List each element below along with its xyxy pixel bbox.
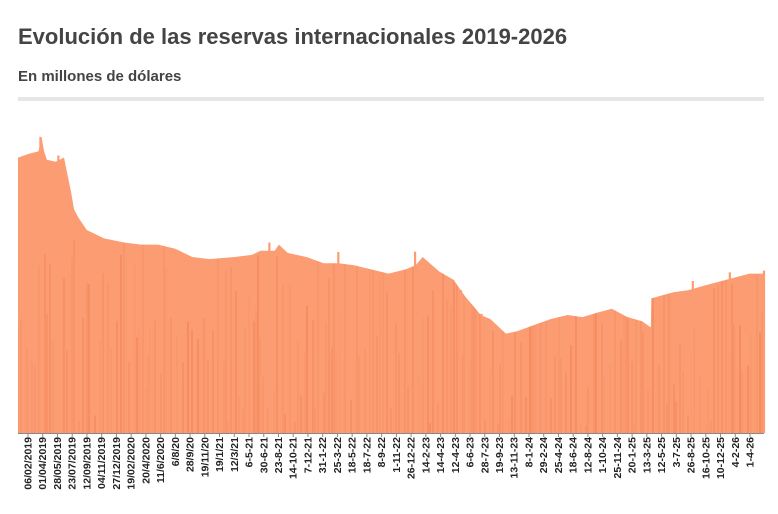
- x-tick-label: 28-7-23: [479, 437, 491, 473]
- x-tick-label: 30-6-21: [258, 437, 270, 473]
- x-tick-label: 27/12/2019: [111, 437, 123, 490]
- x-tick-label: 23-8-21: [273, 437, 285, 473]
- x-tick-label: 25-3-22: [332, 437, 344, 473]
- reserves-area: [18, 136, 764, 433]
- x-tick-label: 6/8/20: [170, 437, 182, 466]
- x-tick-label: 28/9/20: [185, 437, 197, 472]
- x-tick-label: 01/04/2019: [37, 437, 49, 490]
- chart-title: Evolución de las reservas internacionale…: [18, 24, 568, 49]
- x-tick-label: 26-8-25: [686, 437, 698, 473]
- x-tick-label: 25-4-24: [553, 437, 565, 473]
- x-tick-label: 25-11-24: [612, 437, 624, 479]
- x-tick-label: 8-9-22: [376, 437, 388, 468]
- x-tick-label: 14-10-21: [288, 437, 300, 479]
- x-tick-label: 20-1-25: [627, 437, 639, 473]
- x-tick-label: 7-12-21: [303, 437, 315, 473]
- x-tick-label: 13-11-23: [509, 437, 521, 479]
- chart-subtitle: En millones de dólares: [18, 68, 182, 85]
- x-tick-label: 1-4-26: [745, 437, 757, 468]
- x-tick-label: 14-2-23: [420, 437, 432, 473]
- x-tick-label: 28/05/2019: [52, 437, 64, 490]
- x-tick-label: 12-8-24: [582, 437, 594, 473]
- x-tick-label: 13-3-25: [641, 437, 653, 473]
- x-tick-label: 1-10-24: [597, 437, 609, 473]
- x-tick-label: 12/09/2019: [81, 437, 93, 490]
- x-tick-label: 14-4-23: [435, 437, 447, 473]
- x-tick-label: 8-1-24: [524, 437, 536, 468]
- x-tick-label: 16-10-25: [700, 437, 712, 479]
- x-tick-label: 11/6/2020: [155, 437, 167, 483]
- x-tick-label: 12/3/21: [229, 437, 241, 472]
- x-tick-label: 3-7-25: [671, 437, 683, 468]
- x-tick-label: 19/1/21: [214, 437, 226, 472]
- x-tick-label: 20/4/2020: [140, 437, 152, 484]
- x-tick-label: 18-5-22: [347, 437, 359, 473]
- x-tick-label: 19/02/2020: [126, 437, 138, 490]
- x-tick-label: 23/07/2019: [67, 437, 79, 490]
- x-tick-label: 12-4-23: [450, 437, 462, 473]
- x-tick-label: 19/11/20: [199, 437, 211, 477]
- x-tick-label: 12-5-25: [656, 437, 668, 473]
- x-tick-label: 18-7-22: [361, 437, 373, 473]
- x-tick-label: 10-12-25: [715, 437, 727, 479]
- x-tick-label: 06/02/2019: [23, 437, 35, 490]
- x-tick-label: 1-11-22: [391, 437, 403, 473]
- spike-marks: [39, 136, 766, 433]
- x-tick-label: 19-9-23: [494, 437, 506, 473]
- header-divider: [18, 97, 764, 101]
- x-tick-label: 4-2-26: [730, 437, 742, 468]
- x-tick-label: 04/11/2019: [96, 437, 108, 489]
- x-tick-label: 29-2-24: [538, 437, 550, 473]
- x-tick-label: 31-1-22: [317, 437, 329, 473]
- x-tick-label: 18-6-24: [568, 437, 580, 473]
- x-tick-label: 26-12-22: [406, 437, 418, 479]
- plot-area: 06/02/2019 01/04/2019 28/05/2019 23/07/2019…: [18, 136, 766, 490]
- x-axis-ticks: 06/02/2019 01/04/2019 28/05/2019 23/07/2019…: [23, 433, 757, 490]
- x-tick-label: 6-5-21: [244, 437, 256, 468]
- x-tick-label: 6-6-23: [465, 437, 477, 468]
